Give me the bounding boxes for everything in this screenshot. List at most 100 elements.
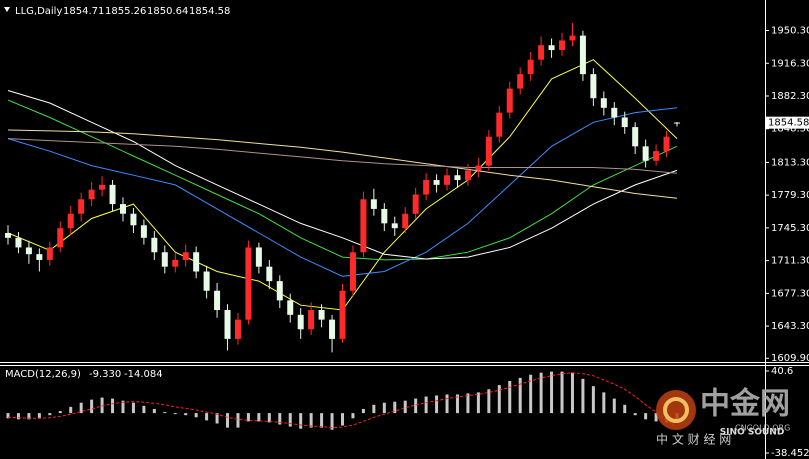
macd-histogram-bar — [570, 372, 574, 414]
candle-body — [579, 35, 586, 75]
candle-body — [234, 319, 241, 339]
macd-histogram-bar — [6, 413, 10, 419]
candle-body — [517, 74, 524, 89]
macd-histogram-bar — [299, 413, 303, 429]
macd-histogram-bar — [435, 395, 439, 414]
candle-body — [318, 310, 325, 320]
candle-body — [464, 170, 471, 181]
macd-histogram-bar — [90, 399, 94, 414]
macd-histogram-bar — [142, 405, 146, 414]
y-tick-label: 1609.90 — [771, 353, 809, 364]
moving-average-line — [7, 99, 678, 261]
candle-body — [360, 199, 367, 253]
macd-histogram-bar — [602, 392, 606, 414]
macd-histogram-bar — [466, 393, 470, 414]
watermark-logo — [656, 390, 696, 430]
macd-histogram-bar — [79, 402, 83, 414]
candle-body — [140, 225, 147, 238]
candle-body — [130, 213, 137, 226]
candle-body — [193, 252, 200, 272]
macd-histogram-bar — [184, 413, 188, 416]
candle-body — [600, 98, 607, 108]
current-price-label: 1854.58 — [768, 118, 809, 129]
macd-histogram-bar — [215, 413, 219, 424]
macd-histogram-bar — [476, 392, 480, 414]
candle-body — [308, 310, 315, 330]
macd-histogram-bar — [69, 406, 73, 414]
macd-histogram-bar — [341, 413, 344, 426]
candle-body — [412, 194, 419, 214]
candle-body — [161, 252, 168, 267]
candle-body — [119, 204, 126, 214]
macd-histogram-bar — [58, 411, 62, 414]
current-price-box — [766, 116, 809, 129]
macd-signal-value: -14.084 — [124, 369, 163, 380]
candle-body — [339, 290, 346, 339]
candle-body — [15, 237, 22, 248]
header-low: 1850.64 — [147, 6, 188, 17]
macd-histogram-bar — [414, 398, 418, 414]
macd-histogram-bar — [48, 413, 52, 416]
candle-body — [276, 281, 283, 301]
candle-body — [25, 247, 32, 255]
candle-body — [538, 45, 545, 60]
macd-histogram-bar — [539, 372, 543, 414]
candle-body — [381, 208, 388, 224]
moving-average-line — [7, 107, 678, 277]
candle-body — [454, 175, 461, 181]
macd-histogram-bar — [445, 394, 449, 414]
candle-body — [496, 112, 503, 137]
macd-histogram-bar — [309, 413, 313, 428]
header-close: 1854.58 — [189, 6, 230, 17]
macd-histogram-bar — [16, 413, 20, 420]
macd-histogram-bar — [121, 400, 125, 414]
macd-histogram-bar — [393, 401, 397, 414]
macd-histogram-bar — [487, 389, 491, 414]
macd-histogram-bar — [267, 413, 271, 423]
macd-histogram-bar — [560, 371, 564, 414]
y-tick-label: 1643.30 — [771, 321, 809, 332]
candle-body — [203, 271, 210, 291]
candle-body — [475, 165, 482, 171]
macd-histogram-bar — [623, 404, 627, 414]
candle-body — [663, 136, 670, 152]
symbol: LLG,Daily — [15, 6, 62, 17]
macd-histogram-bar — [529, 374, 533, 414]
candle-body — [67, 213, 74, 229]
candle-body — [590, 74, 597, 99]
macd-histogram-bar — [508, 380, 512, 414]
candle-body — [621, 117, 628, 128]
candle-body — [485, 136, 492, 166]
y-tick-label: 1711.30 — [771, 256, 809, 267]
macd-histogram-bar — [246, 413, 250, 422]
candle-body — [182, 252, 189, 260]
header-high: 1855.26 — [105, 6, 146, 17]
y-tick-label: 1813.30 — [771, 157, 809, 168]
macd-histogram-bar — [581, 378, 585, 414]
candle-body — [78, 199, 85, 214]
candle-body — [527, 59, 534, 75]
macd-y-tick-label: 40.6 — [771, 366, 793, 377]
header-open: 1854.71 — [63, 6, 104, 17]
candle-body — [423, 180, 430, 195]
macd-histogram-bar — [591, 386, 595, 414]
macd-histogram-bar — [403, 400, 407, 414]
y-tick-label: 1950.30 — [771, 26, 809, 37]
symbol-arrow — [4, 7, 10, 12]
candle-body — [109, 184, 116, 205]
candle-body — [674, 122, 680, 124]
candle-body — [653, 151, 660, 161]
candle-body — [559, 40, 566, 51]
candle-body — [99, 184, 106, 190]
macd-histogram-bar — [612, 398, 616, 414]
macd-histogram-bar — [173, 413, 177, 415]
candle-body — [57, 228, 64, 248]
candle-body — [287, 300, 294, 315]
candle-body — [349, 252, 356, 291]
y-tick-label: 1848.30 — [771, 124, 809, 135]
candle-body — [5, 232, 11, 238]
watermark-tagline: 中 文 财 经 网 — [656, 432, 731, 447]
macd-histogram-bar — [518, 377, 522, 414]
